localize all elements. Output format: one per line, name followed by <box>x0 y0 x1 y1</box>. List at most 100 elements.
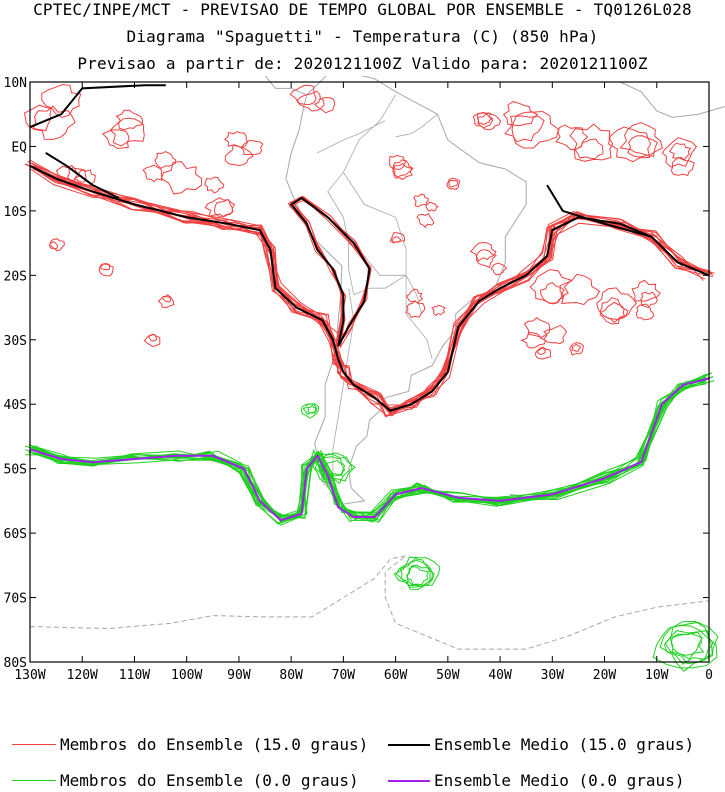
warm-member-blob-4-2 <box>240 140 264 156</box>
warm-member-cell-2-1 <box>162 294 172 303</box>
cold-member-line-7 <box>32 383 707 517</box>
country-border-7 <box>395 113 438 138</box>
cold-member-line-1 <box>25 380 707 522</box>
warm-member-cell-1-1 <box>148 334 158 342</box>
warm-member-cell-8-1 <box>448 179 459 188</box>
warm-member-blob-14-3 <box>523 317 551 338</box>
warm-member-blob-12-3 <box>596 287 637 320</box>
lat-label: 80S <box>4 656 27 671</box>
warm-member-blob-4-1 <box>224 131 248 149</box>
warm-member-blob-12-1 <box>599 297 629 325</box>
warm-member-blob-7-3 <box>511 110 559 149</box>
lon-label: 30W <box>541 668 565 683</box>
legend-item-warm-members: Membros do Ensemble (15.0 graus) <box>12 735 368 754</box>
warm-member-blob-12-2 <box>599 301 625 324</box>
spaghetti-map: 10N EQ 10S 20S 30S 40S 50S 60S 70S 80S 130W 120W 11… <box>4 76 725 683</box>
legend-swatch-warm-members <box>12 744 56 745</box>
warm-member-blob-5-3 <box>73 169 96 187</box>
cold-member-line-15 <box>33 377 708 522</box>
cold-member-southeast-3 <box>669 630 713 665</box>
lat-label: EQ <box>11 140 27 155</box>
cold-member-southeast-5 <box>659 621 719 672</box>
warm-member-blob-6-1 <box>213 198 236 218</box>
lon-label: 50W <box>436 668 460 683</box>
map-frame <box>29 81 710 663</box>
lat-label: 30S <box>4 334 27 349</box>
lon-label: 120W <box>67 668 98 683</box>
lat-label: 10S <box>4 205 27 220</box>
lat-label: 40S <box>4 398 27 413</box>
warm-member-blob-11-2 <box>559 273 601 306</box>
warm-member-blob-2-3 <box>109 117 145 147</box>
warm-member-cell-4-2 <box>49 238 65 252</box>
coast-central-america <box>264 76 307 96</box>
warm-member-blob-18-3 <box>405 288 424 304</box>
legend-swatch-cold-members <box>12 780 56 781</box>
warm-member-blob-8-2 <box>569 123 614 162</box>
warm-member-blob-2-1 <box>115 109 144 131</box>
title-line-1: CPTEC/INPE/MCT - PREVISAO DE TEMPO GLOBA… <box>33 0 692 19</box>
cold-member-line-4 <box>30 376 714 523</box>
cold-member-line-11 <box>31 380 706 524</box>
warm-member-blob-17-3 <box>314 96 336 114</box>
warm-member-blob-2-2 <box>101 129 130 150</box>
lon-label: 110W <box>119 668 150 683</box>
warm-member-cell-7-2 <box>389 232 406 244</box>
warm-mean-line <box>29 164 710 412</box>
country-border-4 <box>405 275 433 360</box>
lon-label: 70W <box>332 668 356 683</box>
warm-member-blob-20-2 <box>469 241 497 262</box>
warm-member-blob-5-2 <box>67 167 87 184</box>
warm-mean-contour <box>29 84 710 412</box>
warm-member-blob-6-2 <box>204 176 225 194</box>
warm-member-blob-1-3 <box>23 104 52 131</box>
cold-member-chile-1 <box>306 405 317 414</box>
title-line-2: Diagrama "Spaguetti" - Temperatura (C) (… <box>126 27 599 46</box>
cold-member-weddell-1 <box>406 566 430 586</box>
legend-swatch-warm-mean <box>388 743 430 746</box>
coast-west-africa <box>619 81 725 118</box>
cold-member-chile-3 <box>300 403 320 419</box>
warm-member-blob-19-1 <box>472 111 494 129</box>
warm-member-line-14 <box>26 164 704 417</box>
coastline-layer <box>29 76 725 650</box>
cold-member-patagonia-3 <box>314 456 353 485</box>
warm-member-blob-9-3 <box>607 126 652 163</box>
warm-member-blob-15-2 <box>388 154 406 170</box>
warm-mean-andes <box>289 196 371 347</box>
cold-member-patagonia-1 <box>322 460 346 477</box>
warm-member-blob-17-2 <box>296 90 325 112</box>
warm-member-blob-6-3 <box>204 197 234 218</box>
lon-label: 40W <box>488 668 512 683</box>
warm-member-blob-17-1 <box>289 84 317 106</box>
warm-member-blob-11-3 <box>539 281 565 305</box>
cold-mean-line <box>29 377 710 522</box>
axis-ticks <box>29 81 710 663</box>
warm-member-blob-3-2 <box>142 164 163 183</box>
warm-member-blob-11-1 <box>529 269 572 305</box>
warm-member-blob-16-3 <box>416 212 435 228</box>
warm-member-line-9 <box>31 162 711 411</box>
warm-member-blob-16-1 <box>425 201 439 212</box>
country-border-6 <box>317 120 386 154</box>
warm-member-blob-13-3 <box>640 291 658 308</box>
country-border-3 <box>348 243 407 296</box>
lat-label: 10N <box>4 76 27 91</box>
warm-member-blob-1-1 <box>41 84 82 119</box>
cold-member-weddell-5 <box>393 556 441 591</box>
warm-member-line-12 <box>33 164 709 409</box>
cold-member-line-16 <box>29 373 708 526</box>
warm-member-blob-3-1 <box>160 161 203 195</box>
warm-member-blob-9-1 <box>619 122 663 157</box>
lat-label: 60S <box>4 527 27 542</box>
warm-member-cell-6-1 <box>571 343 581 352</box>
cold-mean-contour <box>29 377 710 522</box>
warm-member-blob-7-1 <box>504 115 545 143</box>
warm-member-blob-5-1 <box>55 164 79 184</box>
warm-member-blob-18-2 <box>405 300 426 318</box>
warm-member-line-10 <box>34 165 713 417</box>
warm-member-blob-10-2 <box>670 156 695 177</box>
warm-member-blob-7-2 <box>502 101 539 127</box>
cold-member-line-3 <box>28 376 714 518</box>
warm-member-blob-10-3 <box>661 137 698 168</box>
